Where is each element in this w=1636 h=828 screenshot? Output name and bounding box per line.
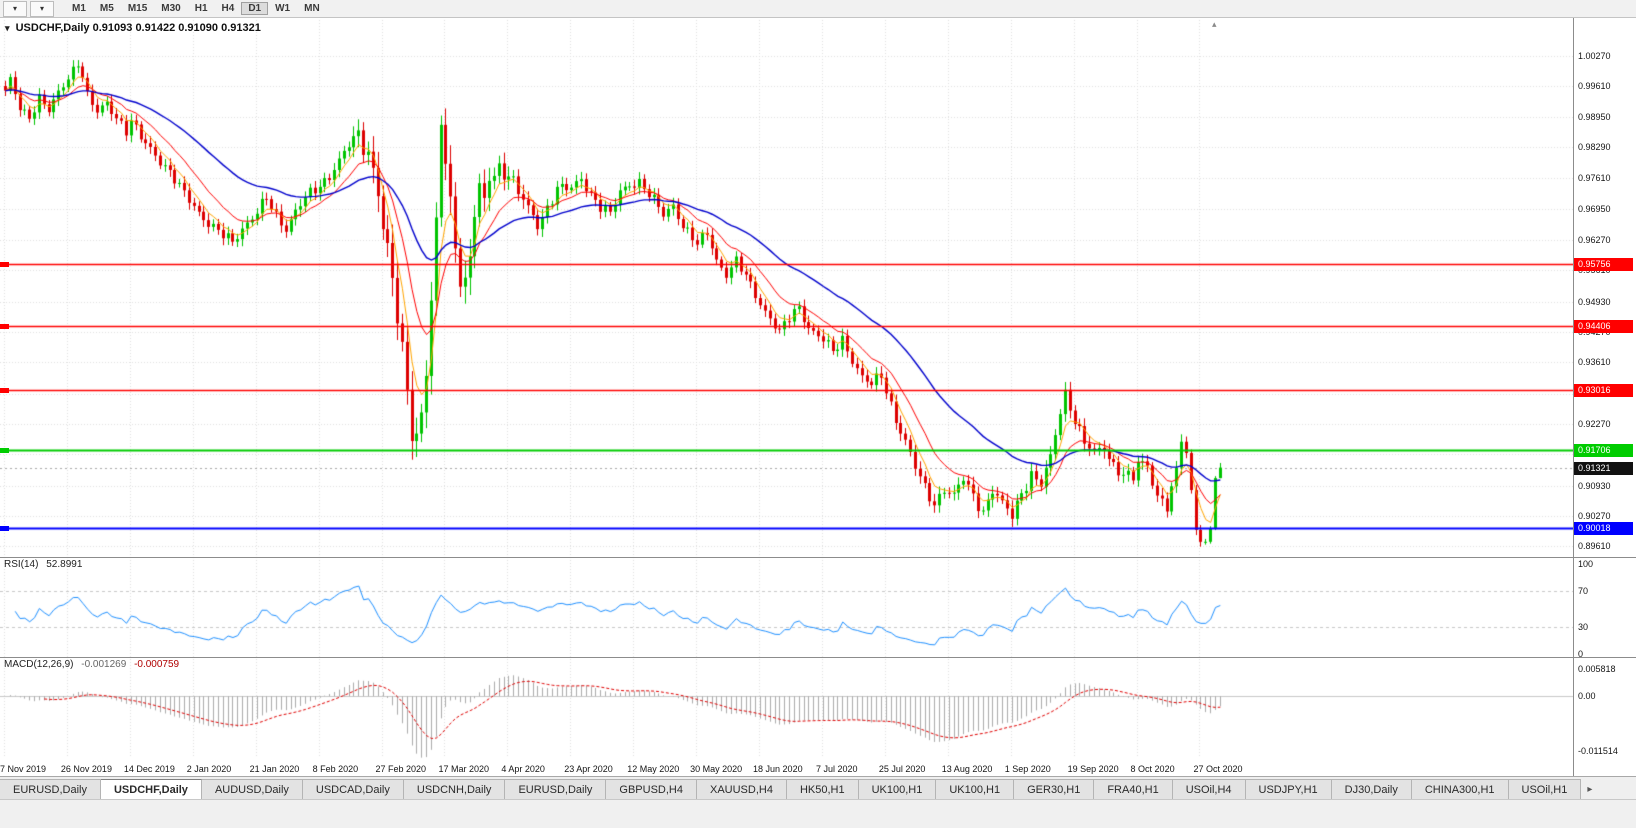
date-axis[interactable]: 7 Nov 2019 26 Nov 2019 14 Dec 2019 2 Jan 20… [0,762,1573,776]
tab-scroll-right-button[interactable]: ▸ [1587,784,1593,795]
date-axis-label: 8 Oct 2020 [1130,764,1175,774]
timeframe-button-mn[interactable]: MN [304,3,320,14]
chart-tab-usdjpy-h1[interactable]: USDJPY,H1 [1245,779,1332,800]
timeframe-button-m15[interactable]: M15 [127,3,148,14]
rsi-axis-tick: 70 [1578,586,1589,596]
price-level-tag: 0.95756 [1574,257,1633,271]
date-axis-label: 30 May 2020 [690,764,743,774]
price-axis-tick: 0.94930 [1578,296,1611,307]
current-price-tag: 0.91321 [1574,461,1633,475]
macd-axis-tick: -0.011514 [1578,745,1618,756]
date-axis-label: 18 Jun 2020 [753,764,803,774]
chart-tab-uk100-h1[interactable]: UK100,H1 [858,779,937,800]
date-axis-label: 27 Oct 2020 [1193,764,1243,774]
price-level-tag: 0.91706 [1574,443,1633,457]
pane-separator[interactable] [0,557,1636,558]
timeframes-menu-dropdown[interactable]: ▾ [30,0,54,17]
price-level-marker[interactable] [0,261,9,267]
date-axis-label: 19 Sep 2020 [1067,764,1119,774]
price-level-marker[interactable] [0,447,9,453]
date-axis-label: 2 Jan 2020 [186,764,232,774]
price-axis-tick: 0.96950 [1578,203,1611,214]
rsi-axis-tick: 30 [1578,622,1589,632]
price-axis-tick: 0.96270 [1578,234,1611,245]
chart-tab-china300-h1[interactable]: CHINA300,H1 [1411,779,1509,800]
chart-tab-usdcad-daily[interactable]: USDCAD,Daily [302,779,404,800]
price-axis-tick: 1.00270 [1578,50,1611,61]
price-axis-tick: 0.90270 [1578,510,1611,521]
macd-axis-tick: 0.00 [1578,691,1596,702]
price-level-tag: 0.93016 [1574,383,1633,397]
timeframe-button-d1[interactable]: D1 [241,2,269,15]
timeframe-button-m30[interactable]: M30 [161,3,181,14]
price-axis-tick: 0.98290 [1578,141,1611,152]
date-axis-label: 1 Sep 2020 [1004,764,1051,774]
timeframe-button-m1[interactable]: M1 [72,3,86,14]
price-axis-tick: 0.98950 [1578,111,1611,122]
chart-tab-gbpusd-h4[interactable]: GBPUSD,H4 [606,779,697,800]
price-axis-tick: 0.93610 [1578,357,1611,368]
chart-tab-eurusd-daily[interactable]: EURUSD,Daily [0,779,101,800]
timeframe-button-m5[interactable]: M5 [99,3,114,14]
date-axis-label: 7 Nov 2019 [0,764,47,774]
chevron-down-icon: ▾ [12,4,17,13]
price-level-marker[interactable] [0,525,9,531]
chart-tab-usoil-h4[interactable]: USOil,H4 [1172,779,1246,800]
chart-tab-eurusd-daily[interactable]: EURUSD,Daily [505,779,607,800]
timeframe-button-w1[interactable]: W1 [275,3,291,14]
rsi-axis-tick: 100 [1578,559,1594,569]
chart-tab-usoil-h1[interactable]: USOil,H1 [1508,779,1582,800]
chart-tab-dj30-daily[interactable]: DJ30,Daily [1331,779,1412,800]
rsi-axis-tick: 0 [1578,649,1584,659]
price-axis-tick: 0.92270 [1578,418,1611,429]
price-chart-canvas[interactable] [0,18,1573,762]
price-axis-separator [1573,18,1574,776]
date-axis-label: 12 May 2020 [627,764,680,774]
date-axis-label: 26 Nov 2019 [60,764,112,774]
chart-tabs-bar: EURUSD,Daily USDCHF,Daily AUDUSD,Daily USDC… [0,776,1636,800]
date-axis-label: 8 Feb 2020 [312,764,359,774]
chevron-down-icon: ▾ [39,4,44,13]
date-axis-label: 27 Feb 2020 [375,764,427,774]
chart-tab-usdchf-daily[interactable]: USDCHF,Daily [100,779,202,800]
chart-tab-uk100-h1[interactable]: UK100,H1 [936,779,1015,800]
price-axis-tick: 0.89610 [1578,541,1611,552]
date-axis-label: 14 Dec 2019 [123,764,175,774]
timeframe-button-h1[interactable]: H1 [194,3,208,14]
chart-tab-ger30-h1[interactable]: GER30,H1 [1014,779,1095,800]
chart-tab-fra40-h1[interactable]: FRA40,H1 [1094,779,1173,800]
price-axis-tick: 0.90930 [1578,480,1611,491]
date-axis-label: 21 Jan 2020 [249,764,300,774]
date-axis-label: 13 Aug 2020 [941,764,993,774]
date-axis-label: 7 Jul 2020 [815,764,858,774]
chart-menu-dropdown[interactable]: ▾ [3,0,27,17]
chart-tab-hk50-h1[interactable]: HK50,H1 [786,779,859,800]
date-axis-label: 17 Mar 2020 [438,764,489,774]
price-level-marker[interactable] [0,387,9,393]
pane-separator[interactable] [0,657,1636,658]
chart-tab-usdcnh-daily[interactable]: USDCNH,Daily [403,779,506,800]
timeframe-buttons: M1 M5 M15 M30 H1 H4 D1 W1 MN [65,2,327,15]
chart-tab-xauusd-h4[interactable]: XAUUSD,H4 [696,779,787,800]
price-level-tag: 0.94406 [1574,319,1633,333]
date-axis-label: 25 Jul 2020 [878,764,926,774]
price-level-tag: 0.90018 [1574,521,1633,535]
chart-toolbar: ▾ ▾ M1 M5 M15 M30 H1 H4 D1 W1 MN [0,0,1636,18]
chart-tab-audusd-daily[interactable]: AUDUSD,Daily [201,779,303,800]
status-bar [0,799,1636,828]
date-axis-label: 23 Apr 2020 [564,764,613,774]
price-level-marker[interactable] [0,323,9,329]
price-axis-tick: 0.97610 [1578,173,1611,184]
date-axis-label: 4 Apr 2020 [501,764,545,774]
price-axis-tick: 0.99610 [1578,81,1611,92]
timeframe-button-h4[interactable]: H4 [221,3,235,14]
macd-axis-tick: 0.005818 [1578,663,1616,674]
